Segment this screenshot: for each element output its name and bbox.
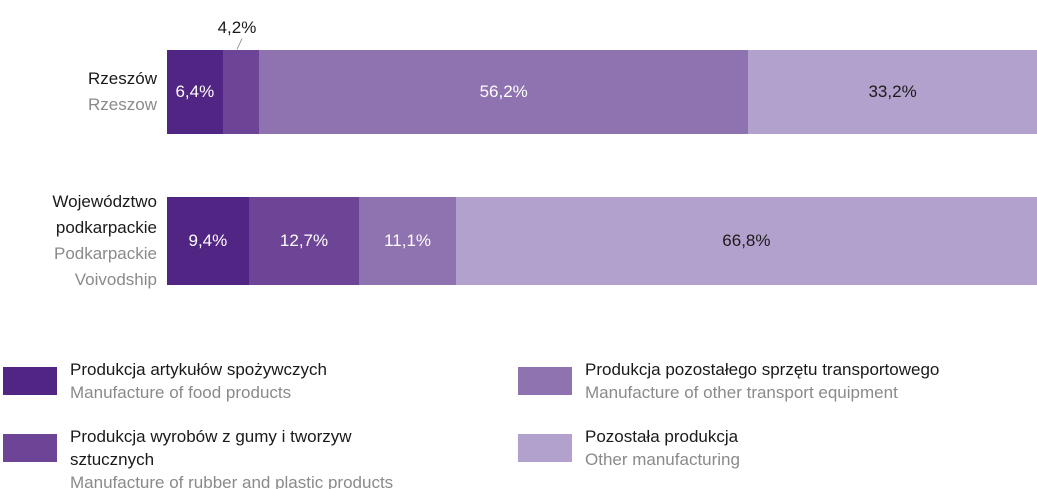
legend-swatch (3, 367, 57, 395)
value-label: 4,2% (217, 18, 257, 37)
bar-segment (167, 50, 223, 134)
legend-text: Produkcja artykułów spożywczych Manufactu… (70, 358, 430, 404)
legend-name: Produkcja pozostałego sprzętu transporto… (585, 360, 940, 379)
value-label: 6,4% (175, 82, 215, 101)
legend-name-en: Other manufacturing (585, 450, 740, 469)
category-name: Województwo podkarpackie (52, 192, 157, 237)
legend-swatch (518, 434, 572, 462)
value-label: 33,2% (868, 82, 917, 101)
bar-segment (455, 197, 1037, 285)
legend-name-en: Manufacture of rubber and plastic produc… (70, 473, 394, 489)
bar-segment (359, 197, 456, 285)
value-label: 66,8% (722, 231, 771, 250)
category-label: Rzeszów Rzeszow (7, 66, 157, 118)
category-name-en: Rzeszow (88, 95, 157, 114)
legend-text: Produkcja wyrobów z gumy i tworzyw sztuc… (70, 425, 430, 489)
value-label: 11,1% (384, 231, 432, 250)
value-label: 56,2% (479, 82, 528, 101)
legend-name-en: Manufacture of other transport equipment (585, 383, 898, 402)
category-name: Rzeszów (88, 69, 157, 88)
category-label: Województwo podkarpackie Podkarpackie Voi… (7, 189, 157, 293)
value-label: 12,7% (279, 231, 329, 250)
legend-name-en: Manufacture of food products (70, 383, 292, 402)
bar-segment (167, 197, 249, 285)
bar-segment (748, 50, 1037, 134)
leader-line (236, 38, 243, 50)
legend-swatch (518, 367, 572, 395)
legend-name: Produkcja wyrobów z gumy i tworzyw sztuc… (70, 427, 352, 469)
bar-segment (222, 50, 260, 134)
legend-name: Produkcja artykułów spożywczych (70, 360, 327, 379)
bar-segment (259, 50, 749, 134)
bar-segment (248, 197, 360, 285)
category-name-en: Podkarpackie Voivodship (53, 244, 157, 289)
legend-name: Pozostała produkcja (585, 427, 739, 446)
legend-text: Pozostała produkcja Other manufacturing (585, 425, 945, 471)
value-label: 9,4% (188, 231, 228, 250)
legend-swatch (3, 434, 57, 462)
legend-text: Produkcja pozostałego sprzętu transporto… (585, 358, 945, 404)
